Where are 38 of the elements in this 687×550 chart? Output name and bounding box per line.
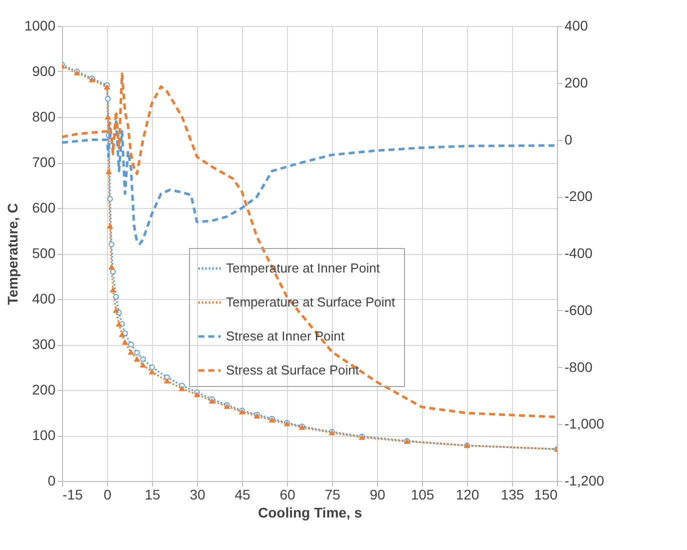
y2-tick-label: -600 [564, 302, 593, 318]
x-tick-label: 135 [500, 486, 524, 502]
y2-tick-label: -1,200 [564, 472, 604, 488]
legend-label: Temperature at Surface Point [226, 294, 396, 310]
x-tick-label: 0 [104, 486, 112, 502]
y-tick-label: 700 [32, 154, 56, 170]
x-tick-label: 45 [234, 486, 250, 502]
y2-tick-label: -800 [564, 358, 593, 375]
y-tick-label: 500 [32, 245, 56, 261]
y-tick-label: 0 [48, 472, 56, 488]
y2-tick-label: 400 [564, 18, 588, 34]
y2-tick-label: -400 [564, 245, 593, 261]
y-tick-label: 800 [32, 108, 56, 124]
x-tick-label: -15 [62, 486, 83, 502]
legend-label: Stress at Surface Point [226, 362, 360, 378]
y-tick-label: 400 [32, 290, 56, 306]
y-tick-label: 900 [32, 63, 56, 79]
y-tick-label: 100 [32, 427, 56, 443]
y-tick-label: 600 [32, 200, 56, 216]
y2-tick-label: -1,000 [564, 416, 604, 432]
y-tick-label: 300 [32, 336, 56, 352]
x-tick-label: 150 [534, 486, 558, 502]
x-tick-label: 30 [190, 486, 206, 502]
x-tick-label: 90 [370, 486, 386, 502]
x-axis-title: Cooling Time, s [258, 504, 362, 520]
y-tick-label: 1000 [24, 18, 56, 34]
y2-tick-label: -200 [564, 188, 593, 204]
legend-label: Strese at Inner Point [226, 328, 345, 344]
x-tick-label: 15 [144, 486, 160, 502]
x-tick-label: 75 [324, 486, 340, 502]
legend-label: Temperature at Inner Point [226, 260, 380, 276]
y-tick-label: 200 [32, 382, 56, 398]
x-tick-label: 60 [280, 486, 296, 502]
y2-tick-label: 200 [564, 74, 588, 90]
x-tick-label: 105 [410, 486, 434, 502]
y2-tick-label: 0 [564, 131, 572, 148]
y-axis-title: Temperature, C [4, 203, 20, 305]
x-tick-label: 120 [456, 486, 480, 502]
